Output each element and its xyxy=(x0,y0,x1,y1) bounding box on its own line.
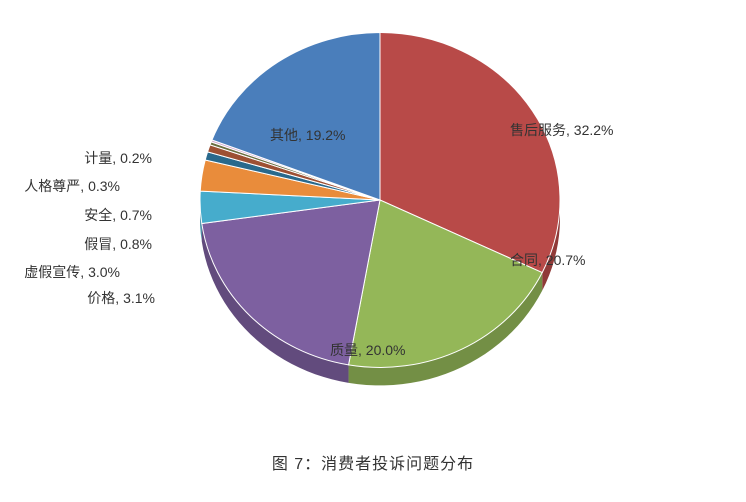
pie-slice-label: 计量, 0.2% xyxy=(84,148,152,168)
pie-slice-label: 质量, 20.0% xyxy=(330,340,405,360)
pie-slice-label: 安全, 0.7% xyxy=(84,205,152,225)
pie-slice-label: 其他, 19.2% xyxy=(270,125,345,145)
pie-slice-label: 虚假宣传, 3.0% xyxy=(24,262,120,282)
pie-chart-container: 图 7：消费者投诉问题分布 售后服务, 32.2% 合同, 20.7% 质量, 20… xyxy=(0,0,746,502)
pie-slice-label: 价格, 3.1% xyxy=(87,288,155,308)
pie-slice-label: 人格尊严, 0.3% xyxy=(24,176,120,196)
pie-slice-label: 假冒, 0.8% xyxy=(84,234,152,254)
pie-slice-label: 售后服务, 32.2% xyxy=(510,120,613,140)
chart-caption: 图 7：消费者投诉问题分布 xyxy=(0,450,746,474)
pie-slice-label: 合同, 20.7% xyxy=(510,250,585,270)
